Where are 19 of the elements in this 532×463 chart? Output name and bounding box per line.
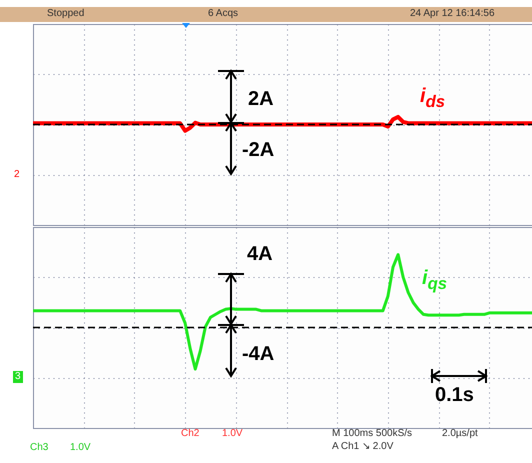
text: 3	[13, 371, 23, 383]
text: Ch3	[30, 442, 48, 453]
text: -2A	[242, 139, 274, 161]
annotation: 4A	[247, 243, 273, 265]
text: 2A	[248, 88, 274, 110]
text: 0.1s	[435, 384, 474, 406]
text: 6 Acqs	[208, 8, 238, 19]
annotation: -4A	[242, 343, 274, 365]
text: 2.0µs/pt	[442, 428, 478, 439]
text: M 100ms 500kS/s	[332, 428, 412, 439]
text: Ch2	[181, 428, 200, 439]
text: A Ch1 ↘ 2.0V	[332, 441, 394, 452]
text: 1.0V	[222, 428, 243, 439]
text: 1.0V	[70, 442, 91, 453]
series-label: i$_{qs}$	[422, 267, 448, 293]
text: 2	[14, 169, 20, 180]
text: Stopped	[47, 8, 84, 19]
text: 24 Apr 12 16:14:56	[410, 8, 495, 19]
series-label: i$_{ds}$	[420, 85, 446, 111]
